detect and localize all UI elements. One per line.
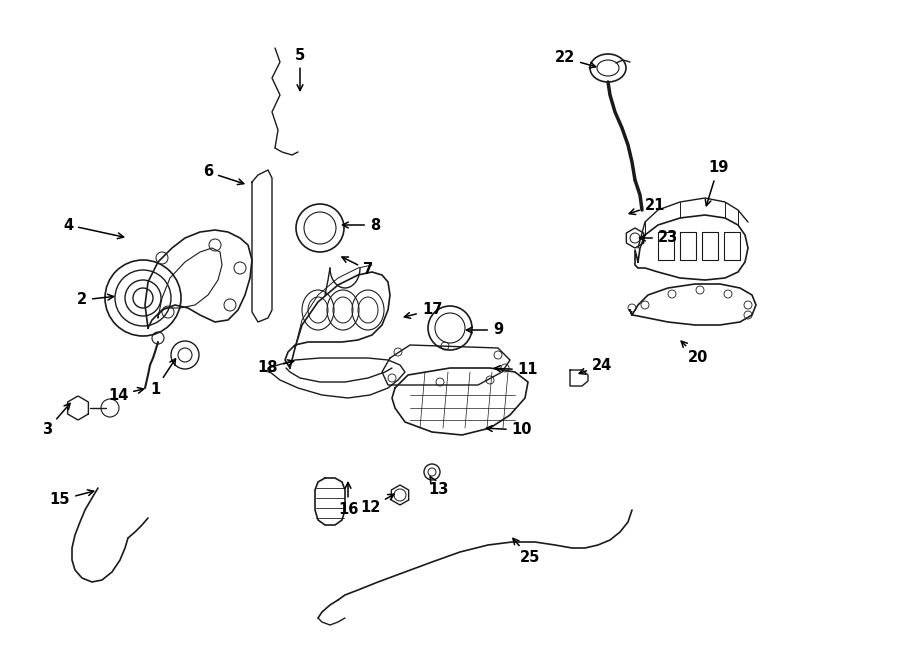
Text: 2: 2 bbox=[76, 293, 113, 307]
Text: 1: 1 bbox=[150, 359, 176, 397]
Text: 10: 10 bbox=[487, 422, 532, 438]
Text: 3: 3 bbox=[42, 403, 70, 438]
Text: 17: 17 bbox=[404, 303, 442, 319]
Text: 9: 9 bbox=[466, 323, 503, 338]
Text: 18: 18 bbox=[257, 360, 293, 375]
Text: 16: 16 bbox=[338, 483, 358, 518]
Text: 25: 25 bbox=[513, 539, 540, 566]
Text: 8: 8 bbox=[343, 217, 380, 233]
Text: 14: 14 bbox=[108, 387, 144, 403]
Text: 7: 7 bbox=[342, 257, 374, 278]
Text: 6: 6 bbox=[202, 165, 244, 184]
Text: 19: 19 bbox=[706, 161, 728, 206]
Text: 20: 20 bbox=[681, 341, 708, 366]
Text: 12: 12 bbox=[360, 494, 394, 516]
Text: 22: 22 bbox=[555, 50, 596, 68]
Text: 15: 15 bbox=[50, 490, 94, 508]
Text: 11: 11 bbox=[494, 362, 538, 377]
Text: 23: 23 bbox=[640, 231, 678, 245]
Text: 4: 4 bbox=[63, 217, 123, 239]
Text: 21: 21 bbox=[629, 198, 665, 215]
Text: 5: 5 bbox=[295, 48, 305, 91]
Text: 13: 13 bbox=[428, 477, 448, 498]
Text: 24: 24 bbox=[580, 358, 612, 374]
